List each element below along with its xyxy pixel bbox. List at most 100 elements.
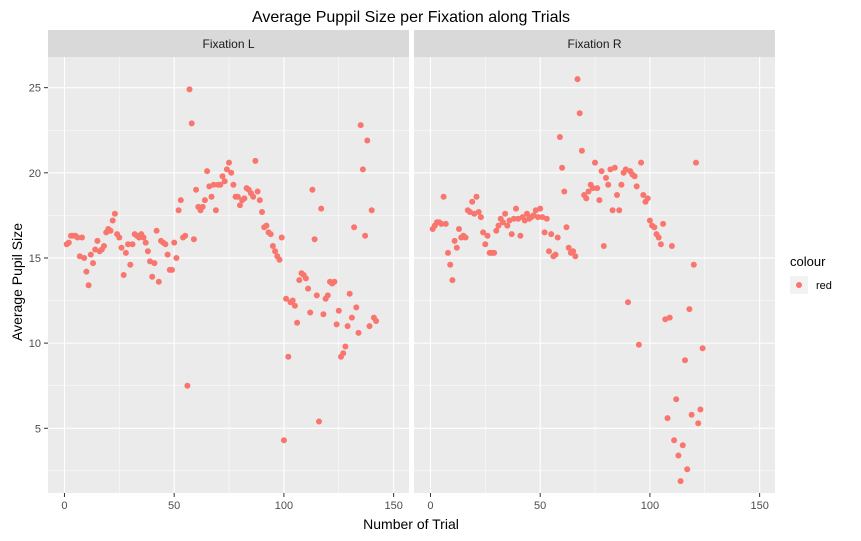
data-point [320,311,327,318]
data-point [440,193,447,200]
data-point [493,227,500,234]
data-point [598,168,605,175]
data-point [162,241,169,248]
data-point [592,159,598,166]
data-point [364,137,371,144]
y-axis: 5 10 15 20 25 [29,83,48,435]
data-point [182,232,189,239]
data-point [204,168,211,175]
data-point [688,411,695,418]
data-point [684,466,691,473]
data-point [594,185,601,192]
data-point [473,193,480,200]
data-point [269,243,276,249]
data-point [318,205,325,212]
data-point [254,188,261,195]
data-point [368,207,375,214]
x-tick-label: 100 [275,500,293,512]
data-point [87,251,94,258]
data-point [208,193,215,200]
data-point [697,406,704,413]
data-point [576,110,583,117]
data-point [451,237,458,244]
data-point [574,76,581,83]
data-point [125,241,132,248]
data-point [109,217,116,224]
x-tick-label: 0 [427,500,433,512]
data-point [259,209,265,215]
x-axis-label: Number of Trial [363,516,459,532]
data-point [344,323,351,330]
data-point [184,382,191,389]
data-point [631,173,638,180]
data-point [116,234,123,241]
data-point [340,350,347,357]
data-point [230,181,237,188]
data-point [583,195,590,202]
data-point [510,215,517,222]
x-tick-label: 50 [534,500,546,512]
data-point [355,329,362,336]
y-tick-label: 25 [29,83,41,95]
data-point [118,244,125,251]
data-point [289,297,296,304]
data-point [311,236,318,243]
data-point [565,244,572,251]
data-point [278,234,285,241]
data-point [144,248,151,255]
data-point [644,195,651,202]
data-point [199,203,206,210]
data-point [611,164,618,171]
data-point [226,159,232,166]
data-point [671,437,678,444]
data-point [603,174,609,181]
data-point [570,248,577,255]
data-point [250,193,257,200]
data-point [237,202,243,209]
data-point [668,243,675,249]
y-tick-label: 5 [35,423,41,435]
data-point [679,442,686,449]
data-point [445,249,451,256]
data-point [686,306,693,313]
panels: Fixation L 0 50 100 150 Fixation R 0 50 100 150 [48,30,775,512]
data-point [142,239,149,246]
data-point [283,295,290,302]
data-point [655,234,662,241]
data-point [153,227,160,234]
data-point [605,181,612,188]
data-point [111,210,118,217]
data-point [572,253,579,260]
data-point [307,309,314,316]
data-point [657,241,664,248]
data-point [480,229,487,236]
data-point [666,314,673,321]
data-point [129,241,136,248]
data-point [677,478,684,485]
data-point [234,193,241,200]
y-axis-label: Average Pupil Size [9,223,25,341]
data-point [616,207,623,214]
data-point [456,226,462,232]
data-point [660,220,667,227]
data-point [294,319,301,326]
data-point [346,290,353,297]
data-point [475,209,482,215]
data-point [373,318,380,324]
data-point [585,188,592,195]
legend-label-red: red [816,280,832,292]
data-point [201,197,208,204]
data-point [83,268,90,275]
data-point [252,157,259,164]
data-point [74,234,81,241]
data-point [447,261,454,268]
data-point [280,437,287,444]
data-point [633,183,640,190]
data-point [673,396,680,403]
data-point [285,353,292,360]
data-point [477,214,484,221]
data-point [186,86,193,93]
data-point [90,260,96,267]
facet-strip [48,30,409,57]
data-point [267,231,274,238]
